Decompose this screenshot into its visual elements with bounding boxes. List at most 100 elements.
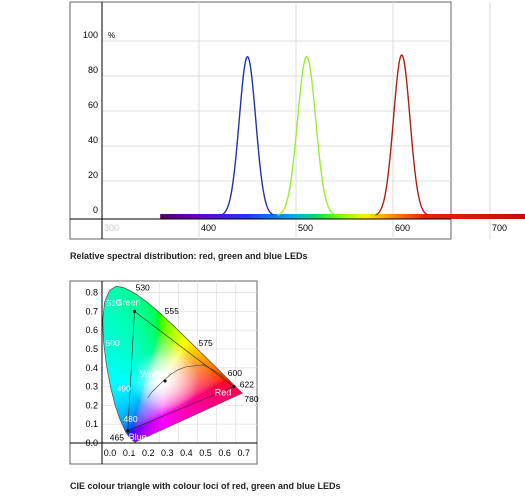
cie-colour-cell [115, 394, 118, 397]
cie-colour-cell [149, 431, 153, 435]
cie-colour-cell [121, 380, 124, 384]
cie-colour-cell [128, 296, 132, 299]
cie-colour-cell [176, 345, 179, 348]
cie-colour-cell [193, 411, 197, 414]
cie-colour-cell [126, 332, 130, 335]
cie-colour-cell [157, 414, 160, 418]
cie-colour-cell [176, 418, 179, 422]
cie-colour-cell [186, 354, 189, 358]
cie-colour-cell [147, 305, 151, 309]
cie-colour-cell [115, 379, 118, 382]
cie-colour-cell [176, 416, 179, 420]
cie-colour-cell [201, 386, 204, 390]
cie-colour-cell [199, 405, 202, 408]
cie-colour-cell [145, 412, 149, 416]
cie-colour-cell [210, 392, 214, 395]
cie-colour-cell [134, 349, 137, 352]
cie-colour-cell [105, 333, 109, 337]
cie-colour-cell [126, 322, 130, 326]
cie-colour-cell [111, 343, 115, 346]
cie-colour-cell [109, 369, 113, 373]
cie-colour-cell [107, 341, 111, 344]
cie-colour-cell [207, 386, 210, 390]
cie-colour-cell [111, 364, 115, 367]
cie-colour-cell [134, 362, 137, 365]
cie-colour-cell [138, 332, 141, 335]
cie-colour-cell [113, 292, 116, 296]
cie-colour-cell [109, 345, 113, 348]
cie-colour-cell [184, 343, 187, 346]
cie-colour-cell [111, 375, 115, 378]
cie-colour-cell [155, 313, 158, 316]
cie-colour-cell [123, 333, 126, 337]
cie-colour-cell [119, 358, 122, 361]
cie-colour-cell [134, 356, 137, 359]
cie-colour-cell [151, 309, 155, 312]
cie-colour-cell [124, 364, 128, 367]
cie-colour-cell [201, 379, 204, 382]
cie-colour-cell [126, 337, 130, 341]
cie-colour-cell [195, 365, 199, 369]
cie-colour-cell [153, 309, 157, 312]
cie-colour-cell [142, 433, 145, 437]
cie-colour-cell [212, 392, 216, 395]
cie-colour-cell [115, 322, 118, 326]
cie-colour-cell [134, 330, 137, 333]
cie-colour-cell [176, 412, 179, 416]
cie-colour-cell [121, 379, 124, 382]
cie-colour-cell [182, 339, 185, 343]
cie-colour-cell [119, 354, 122, 358]
cie-colour-cell [109, 315, 113, 318]
cie-colour-cell [130, 431, 134, 435]
cie-colour-cell [128, 320, 132, 324]
cie-colour-cell [115, 352, 118, 356]
cie-colour-cell [126, 303, 130, 307]
cie-colour-cell [197, 371, 201, 375]
cie-colour-cell [119, 320, 122, 324]
cie-colour-cell [199, 365, 202, 369]
cie-colour-cell [128, 290, 132, 294]
cie-colour-cell [123, 300, 126, 303]
cie-colour-cell [170, 347, 174, 350]
cie-colour-cell [109, 354, 113, 358]
cie-colour-cell [138, 431, 141, 435]
cie-colour-cell [157, 347, 160, 350]
cie-colour-cell [123, 318, 126, 322]
cie-colour-cell [180, 343, 183, 346]
cie-colour-cell [153, 326, 157, 329]
cie-colour-cell [115, 350, 118, 354]
cie-colour-cell [186, 412, 189, 416]
cie-colour-cell [151, 347, 155, 350]
cie-colour-cell [161, 317, 164, 320]
cie-colour-cell [157, 332, 160, 335]
cie-colour-cell [136, 303, 139, 307]
cie-colour-cell [119, 332, 122, 335]
cie-colour-cell [168, 343, 172, 346]
cie-colour-cell [157, 315, 160, 318]
cie-colour-cell [147, 337, 151, 341]
cie-colour-cell [128, 292, 132, 296]
cie-colour-cell [205, 375, 208, 378]
cie-colour-cell [136, 298, 139, 301]
cie-colour-cell [128, 343, 132, 346]
cie-colour-cell [117, 369, 120, 373]
cie-colour-cell [117, 397, 120, 401]
cie-colour-cell [147, 320, 151, 324]
cie-colour-cell [197, 375, 201, 378]
cie-colour-cell [117, 311, 120, 314]
cie-colour-cell [128, 341, 132, 344]
cie-colour-cell [172, 347, 176, 350]
cie-colour-cell [208, 390, 212, 393]
cie-colour-cell [132, 420, 136, 423]
cie-colour-cell [197, 360, 201, 363]
cie-colour-cell [157, 320, 160, 324]
cie-colour-cell [115, 313, 118, 316]
cie-colour-cell [128, 362, 132, 365]
cie-colour-cell [124, 337, 128, 341]
cie-colour-cell [203, 362, 206, 365]
cie-colour-cell [144, 326, 147, 329]
cie-colour-cell [124, 358, 128, 361]
cie-colour-cell [201, 380, 204, 384]
cie-colour-cell [205, 390, 208, 393]
cie-colour-cell [113, 303, 116, 307]
